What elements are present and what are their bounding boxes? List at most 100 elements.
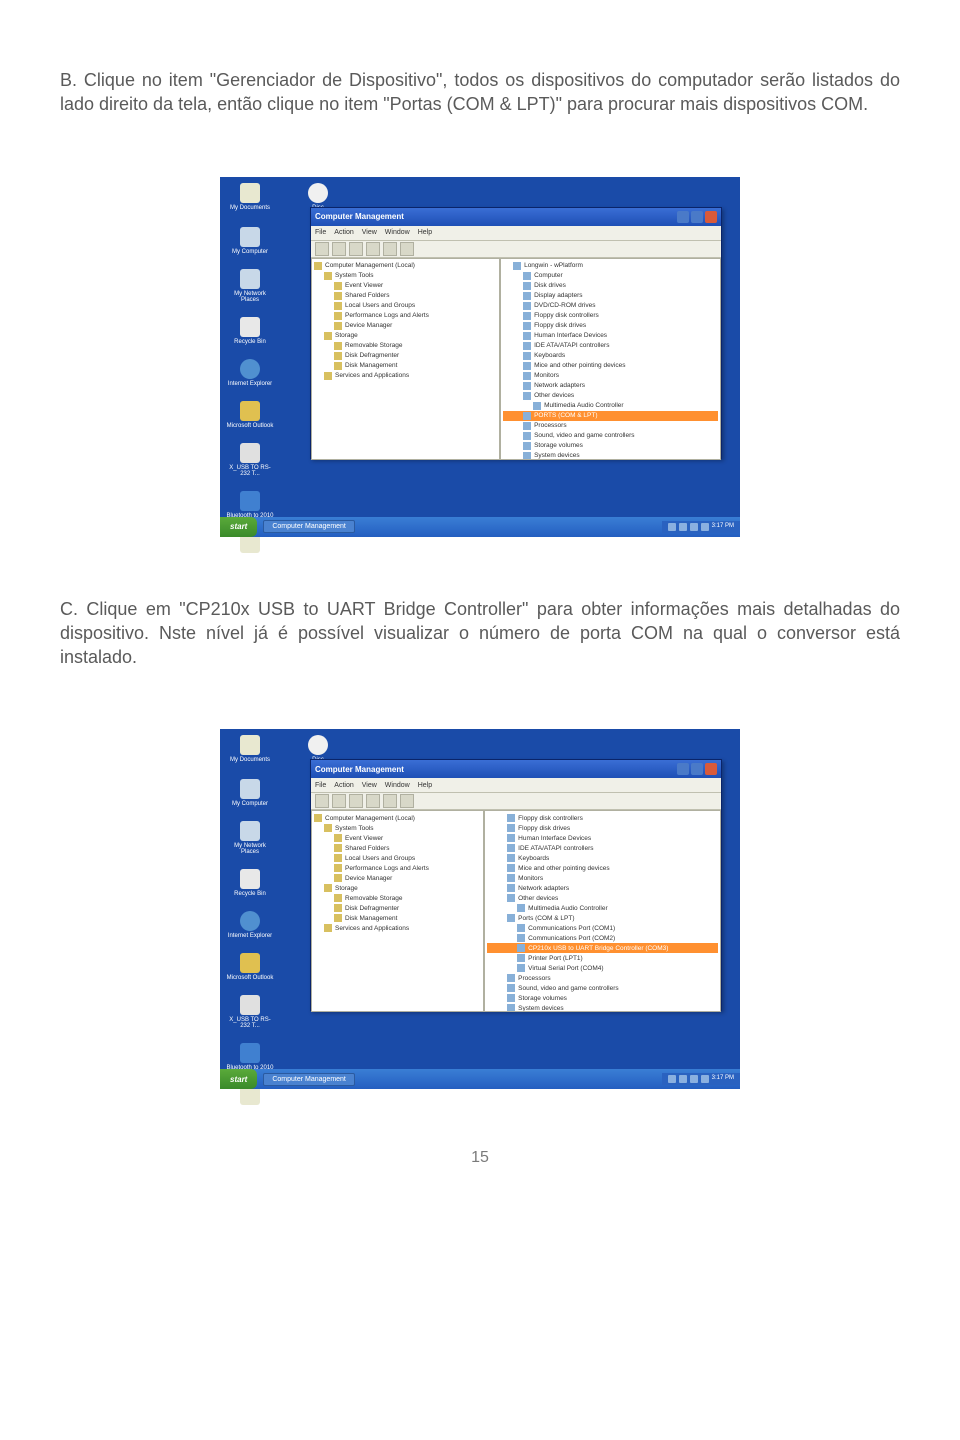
tree-item[interactable]: Processors — [487, 973, 718, 983]
tree-item[interactable]: Multimedia Audio Controller — [503, 401, 718, 411]
maximize-button[interactable] — [691, 763, 703, 775]
tree-item[interactable]: Longwin - wPlatform — [503, 261, 718, 271]
tree-item[interactable]: Shared Folders — [314, 843, 481, 853]
window-titlebar[interactable]: Computer Management — [311, 760, 721, 778]
tree-item[interactable]: Virtual Serial Port (COM4) — [487, 963, 718, 973]
tree-item[interactable]: Sound, video and game controllers — [503, 431, 718, 441]
tree-item[interactable]: Other devices — [487, 893, 718, 903]
desktop-icon[interactable]: My Documents — [226, 183, 274, 211]
tree-item[interactable]: Services and Applications — [314, 923, 481, 933]
desktop-icon[interactable]: Bluetooth to 2010 — [226, 1043, 274, 1071]
tree-item[interactable]: Ports (COM & LPT) — [487, 913, 718, 923]
tray-clock[interactable]: 3:17 PM — [712, 1075, 734, 1083]
tray-clock[interactable]: 3:17 PM — [712, 523, 734, 531]
menu-item[interactable]: File — [315, 782, 326, 789]
tree-item[interactable]: Multimedia Audio Controller — [487, 903, 718, 913]
left-tree-panel[interactable]: Computer Management (Local)System ToolsE… — [311, 258, 500, 460]
right-tree-panel[interactable]: Longwin - wPlatformComputerDisk drivesDi… — [500, 258, 721, 460]
desktop-icon[interactable]: Recycle Bin — [226, 317, 274, 345]
menu-item[interactable]: Window — [385, 229, 410, 236]
tree-item[interactable]: Services and Applications — [314, 371, 497, 381]
right-tree-panel[interactable]: Floppy disk controllersFloppy disk drive… — [484, 810, 721, 1012]
tree-item[interactable]: Human Interface Devices — [503, 331, 718, 341]
tree-item[interactable]: Disk Management — [314, 361, 497, 371]
tray-icon[interactable] — [668, 523, 676, 531]
toolbar-button[interactable] — [332, 242, 346, 256]
start-button[interactable]: start — [220, 1069, 257, 1089]
start-button[interactable]: start — [220, 517, 257, 537]
tree-item[interactable]: Human Interface Devices — [487, 833, 718, 843]
tree-item[interactable]: Disk Defragmenter — [314, 351, 497, 361]
tree-item[interactable]: Disk Management — [314, 913, 481, 923]
tree-item[interactable]: Floppy disk drives — [503, 321, 718, 331]
tray-icon[interactable] — [690, 1075, 698, 1083]
desktop-icon[interactable]: My Computer — [226, 779, 274, 807]
tree-item[interactable]: Communications Port (COM1) — [487, 923, 718, 933]
menu-item[interactable]: View — [362, 782, 377, 789]
taskbar-button[interactable]: Computer Management — [263, 1073, 355, 1086]
tray-icon[interactable] — [679, 1075, 687, 1083]
minimize-button[interactable] — [677, 211, 689, 223]
system-tray[interactable]: 3:17 PM — [662, 1073, 740, 1085]
tray-icon[interactable] — [668, 1075, 676, 1083]
tree-item[interactable]: Monitors — [487, 873, 718, 883]
menu-item[interactable]: Window — [385, 782, 410, 789]
tree-item[interactable]: Local Users and Groups — [314, 853, 481, 863]
tree-item[interactable]: Event Viewer — [314, 281, 497, 291]
tree-item[interactable]: System Tools — [314, 823, 481, 833]
toolbar-button[interactable] — [400, 794, 414, 808]
tree-item[interactable]: Monitors — [503, 371, 718, 381]
tree-item[interactable]: Storage — [314, 331, 497, 341]
tree-item[interactable]: Event Viewer — [314, 833, 481, 843]
toolbar-button[interactable] — [315, 242, 329, 256]
tree-item[interactable]: Mice and other pointing devices — [503, 361, 718, 371]
tree-item[interactable]: Floppy disk drives — [487, 823, 718, 833]
desktop-icon[interactable]: Recycle Bin — [226, 869, 274, 897]
maximize-button[interactable] — [691, 211, 703, 223]
tree-item[interactable]: Removable Storage — [314, 341, 497, 351]
tray-icon[interactable] — [679, 523, 687, 531]
desktop-icon[interactable]: My Network Places — [226, 269, 274, 303]
tree-item[interactable]: Printer Port (LPT1) — [487, 953, 718, 963]
tree-item[interactable]: Other devices — [503, 391, 718, 401]
tree-item[interactable]: DVD/CD-ROM drives — [503, 301, 718, 311]
tray-icon[interactable] — [701, 1075, 709, 1083]
tree-item[interactable]: Floppy disk controllers — [503, 311, 718, 321]
desktop-icon[interactable]: Microsoft Outlook — [226, 953, 274, 981]
toolbar-button[interactable] — [383, 242, 397, 256]
tree-item[interactable]: Processors — [503, 421, 718, 431]
desktop-icon[interactable]: Temp — [226, 1085, 274, 1113]
close-button[interactable] — [705, 763, 717, 775]
menu-item[interactable]: Action — [334, 782, 353, 789]
tree-item[interactable]: Device Manager — [314, 873, 481, 883]
tree-item[interactable]: Shared Folders — [314, 291, 497, 301]
tree-item[interactable]: Disk Defragmenter — [314, 903, 481, 913]
desktop-icon[interactable]: Internet Explorer — [226, 359, 274, 387]
window-titlebar[interactable]: Computer Management — [311, 208, 721, 226]
taskbar-button[interactable]: Computer Management — [263, 520, 355, 533]
desktop-icon[interactable]: My Computer — [226, 227, 274, 255]
desktop-icon[interactable]: X_USB TO RS-232 T... — [226, 443, 274, 477]
toolbar-button[interactable] — [400, 242, 414, 256]
computer-management-window[interactable]: Computer Management File Action View Win… — [310, 759, 722, 1011]
toolbar-button[interactable] — [366, 794, 380, 808]
tree-item[interactable]: IDE ATA/ATAPI controllers — [487, 843, 718, 853]
tree-item[interactable]: System devices — [487, 1003, 718, 1012]
toolbar-button[interactable] — [349, 794, 363, 808]
toolbar-button[interactable] — [349, 242, 363, 256]
tree-item[interactable]: Computer — [503, 271, 718, 281]
toolbar-button[interactable] — [366, 242, 380, 256]
desktop-icon[interactable]: Temp — [226, 533, 274, 561]
tree-item[interactable]: Mice and other pointing devices — [487, 863, 718, 873]
tree-item[interactable]: Storage volumes — [503, 441, 718, 451]
tree-item[interactable]: PORTS (COM & LPT) — [503, 411, 718, 421]
tree-root[interactable]: Computer Management (Local) — [314, 813, 481, 823]
tree-item[interactable]: IDE ATA/ATAPI controllers — [503, 341, 718, 351]
tree-item[interactable]: Sound, video and game controllers — [487, 983, 718, 993]
tree-item[interactable]: Keyboards — [487, 853, 718, 863]
tree-item[interactable]: Performance Logs and Alerts — [314, 863, 481, 873]
system-tray[interactable]: 3:17 PM — [662, 521, 740, 533]
toolbar-button[interactable] — [332, 794, 346, 808]
tree-item[interactable]: Performance Logs and Alerts — [314, 311, 497, 321]
close-button[interactable] — [705, 211, 717, 223]
